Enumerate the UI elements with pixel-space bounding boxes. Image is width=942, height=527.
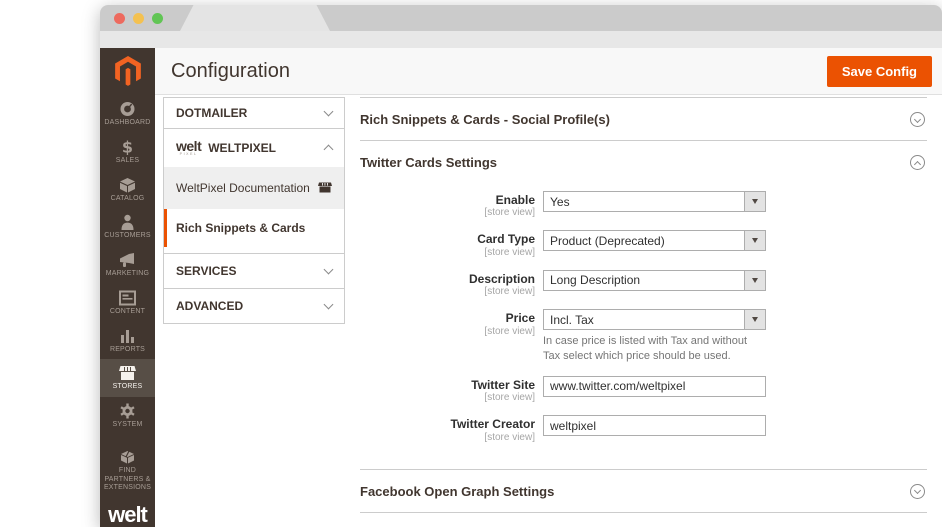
traffic-lights (114, 13, 163, 24)
nav-item-rich-snippets-cards[interactable]: Rich Snippets & Cards (164, 208, 344, 247)
sidebar-item-system[interactable]: SYSTEM (100, 397, 155, 435)
field-label: Card Type (477, 232, 535, 247)
page-title: Configuration (171, 59, 290, 82)
form-row-enable: Enable [store view] Yes (360, 191, 927, 218)
sidebar-item-marketing[interactable]: MARKETING (100, 246, 155, 284)
price-help-note: In case price is listed with Tax and wit… (543, 335, 748, 363)
section-twitter-cards: Twitter Cards Settings Enable [store vie… (360, 140, 927, 469)
dashboard-gauge-icon (120, 102, 135, 116)
form-row-twitter-site: Twitter Site [store view] (360, 375, 927, 404)
dollar-icon: $ (122, 139, 133, 155)
sidebar-item-find-partners[interactable]: FIND PARTNERS & EXTENSIONS (100, 443, 155, 498)
nav-section-dotmailer[interactable]: DOTMAILER (164, 98, 344, 128)
partners-box-icon (121, 450, 134, 464)
sidebar-item-sales[interactable]: $ SALES (115, 138, 140, 164)
close-window-icon[interactable] (114, 13, 125, 24)
zoom-window-icon[interactable] (152, 13, 163, 24)
collapse-chevron-down-icon[interactable] (910, 112, 925, 127)
select-dropdown-icon[interactable] (744, 192, 765, 211)
twitter-site-input[interactable] (543, 375, 766, 397)
stores-storefront-icon (119, 366, 136, 381)
magento-logo[interactable] (100, 47, 155, 95)
form-row-price: Price [store view] Incl. Tax In case pri… (360, 309, 927, 364)
card-type-select[interactable]: Product (Deprecated) (543, 230, 766, 252)
weltpixel-mini-logo: welt PIXEL (176, 138, 202, 156)
admin-header: Configuration Save Config (100, 47, 942, 95)
browser-titlebar (100, 5, 942, 31)
config-nav-panel: DOTMAILER welt PIXEL WELTPIXEL WeltPixel… (163, 97, 345, 324)
sidebar-item-reports[interactable]: REPORTS (100, 322, 155, 360)
section-twitter-cards-header[interactable]: Twitter Cards Settings (360, 141, 927, 183)
browser-window: Configuration Save Config DASHBOARD $ SA… (100, 5, 942, 527)
sidebar-item-dashboard[interactable]: DASHBOARD (100, 95, 155, 133)
field-label: Twitter Creator (450, 417, 535, 432)
twitter-creator-input[interactable] (543, 415, 766, 437)
field-label: Description (468, 271, 535, 286)
save-config-button[interactable]: Save Config (826, 55, 932, 87)
select-dropdown-icon[interactable] (744, 310, 765, 330)
form-row-description: Description [store view] Long Descriptio… (360, 269, 927, 298)
field-scope: [store view] (484, 246, 535, 258)
chevron-up-icon (323, 144, 334, 155)
system-gear-icon (120, 403, 135, 419)
chevron-down-icon (323, 299, 334, 309)
price-select[interactable]: Incl. Tax (543, 309, 766, 331)
section-social-profiles: Rich Snippets & Cards - Social Profile(s… (360, 97, 927, 140)
form-row-card-type: Card Type [store view] Product (Deprecat… (360, 230, 927, 258)
svg-text:$: $ (122, 139, 133, 155)
documentation-store-icon (317, 182, 332, 193)
browser-tab[interactable] (180, 5, 330, 31)
minimize-window-icon[interactable] (133, 13, 144, 24)
select-dropdown-icon[interactable] (744, 231, 765, 251)
section-facebook-header[interactable]: Facebook Open Graph Settings (360, 470, 927, 512)
field-scope: [store view] (484, 431, 535, 443)
field-scope: [store view] (484, 207, 535, 219)
magento-logo-icon (114, 56, 141, 86)
section-social-profiles-header[interactable]: Rich Snippets & Cards - Social Profile(s… (360, 98, 927, 140)
collapse-chevron-up-icon[interactable] (910, 155, 925, 170)
admin-sidebar: DASHBOARD $ SALES CATALOG (100, 95, 155, 527)
enable-select[interactable]: Yes (543, 191, 766, 212)
chevron-down-icon (323, 106, 334, 117)
field-scope: [store view] (484, 325, 535, 337)
collapse-chevron-down-icon[interactable] (910, 483, 925, 499)
content-layout-icon (119, 290, 136, 306)
marketing-megaphone-icon (120, 253, 134, 267)
sidebar-item-content[interactable]: CONTENT (100, 284, 155, 322)
catalog-box-icon (120, 177, 135, 192)
sidebar-item-catalog[interactable]: CATALOG (100, 171, 155, 209)
section-pinterest-rich-pins: Pinterest Rich Pins Settings (360, 511, 927, 527)
sidebar-item-stores[interactable]: STORES (100, 359, 155, 397)
field-label: Price (505, 311, 535, 326)
nav-section-advanced[interactable]: ADVANCED (164, 287, 344, 323)
sidebar-item-customers[interactable]: CUSTOMERS (100, 208, 155, 246)
nav-section-weltpixel[interactable]: welt PIXEL WELTPIXEL (164, 128, 344, 167)
field-label: Enable (495, 193, 535, 207)
section-facebook-open-graph: Facebook Open Graph Settings (360, 468, 927, 512)
field-label: Twitter Site (471, 377, 535, 392)
section-pinterest-header[interactable]: Pinterest Rich Pins Settings (360, 513, 927, 527)
config-main-area: Rich Snippets & Cards - Social Profile(s… (360, 97, 927, 527)
browser-address-bar[interactable] (100, 31, 942, 48)
weltpixel-sidebar-logo: welt PIXEL (108, 502, 148, 527)
nav-section-services[interactable]: SERVICES (164, 252, 344, 288)
description-select[interactable]: Long Description (543, 269, 766, 291)
form-row-twitter-creator: Twitter Creator [store view] (360, 415, 927, 443)
twitter-cards-form: Enable [store view] Yes (360, 183, 927, 469)
chevron-down-icon (323, 264, 334, 274)
field-scope: [store view] (484, 392, 535, 404)
nav-item-weltpixel-documentation[interactable]: WeltPixel Documentation (164, 166, 344, 209)
customers-person-icon (121, 215, 134, 231)
select-dropdown-icon[interactable] (744, 270, 765, 290)
field-scope: [store view] (484, 286, 535, 298)
reports-chart-icon (121, 329, 134, 343)
